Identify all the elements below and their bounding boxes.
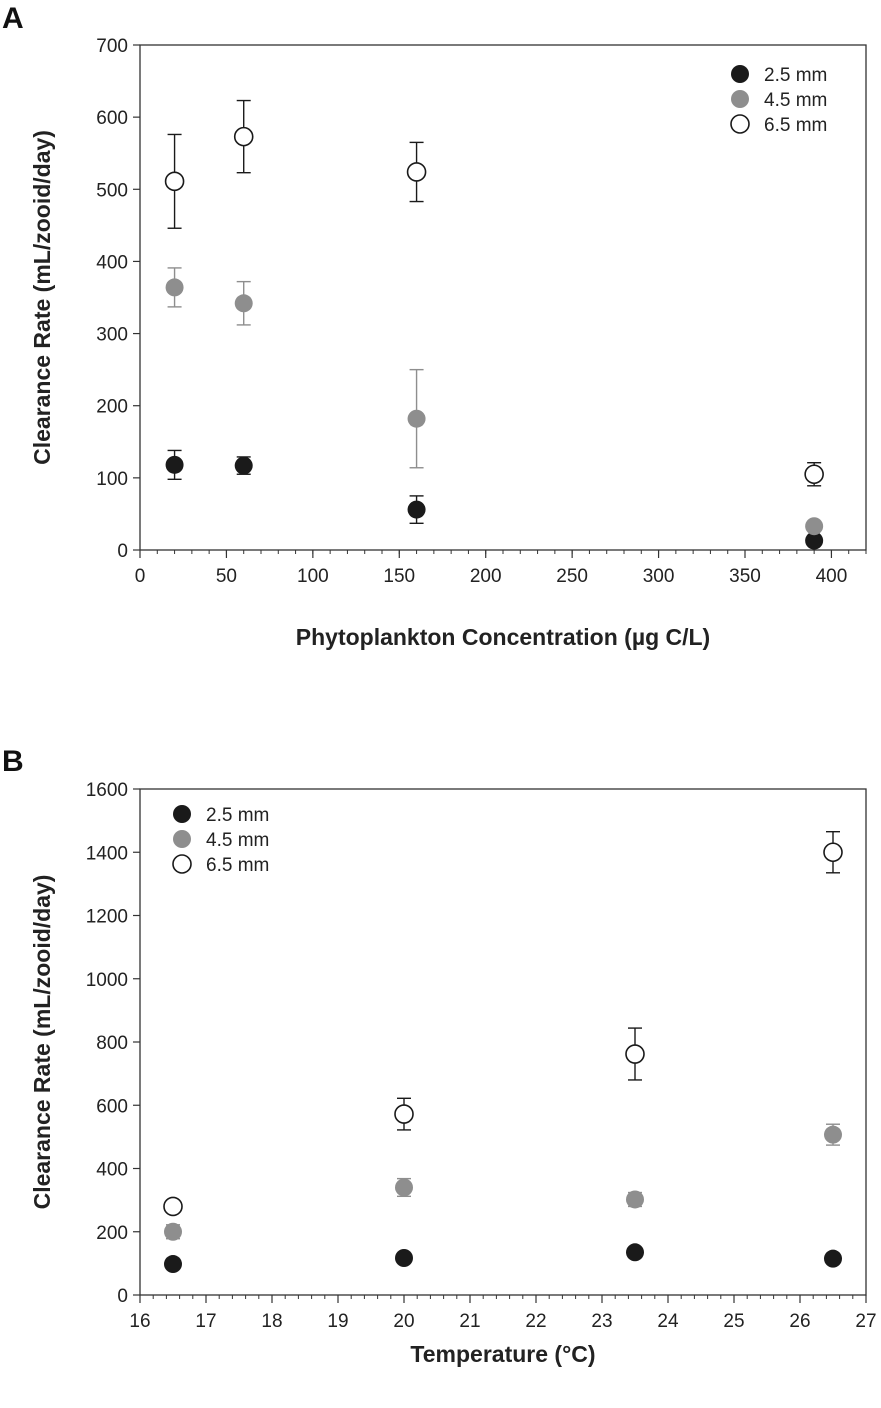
legend-marker [731,65,749,83]
y-tick-label: 400 [96,252,128,273]
x-tick-label: 27 [855,1311,876,1332]
x-tick-label: 200 [470,566,502,587]
x-tick-label: 150 [383,566,415,587]
y-tick-label: 0 [117,541,128,562]
data-point [407,409,426,428]
chart-a-svg: A 0 50 100 150 200 250 300 350 400 0 100 200 300 400 50… [2,2,867,650]
data-point [165,455,184,474]
data-point [395,1248,413,1267]
chart-panel-a: A 0 50 100 150 200 250 300 350 400 0 100 200 300 400 50… [0,0,881,680]
data-point [824,1249,842,1268]
data-point [164,171,185,192]
x-tick-label: 16 [129,1311,150,1332]
x-tick-label: 100 [297,566,329,587]
legend-label: 2.5 mm [206,805,269,826]
data-point [163,1196,183,1217]
legend-label: 4.5 mm [206,830,269,851]
y-tick-label: 800 [96,1033,128,1054]
y-tick-label: 200 [96,397,128,418]
y-tick-label: 300 [96,325,128,346]
x-tick-label: 20 [393,1311,414,1332]
legend-marker [731,90,749,108]
data-point [805,517,824,536]
data-point [395,1178,413,1197]
x-tick-label: 0 [135,566,146,587]
x-tick-label: 19 [327,1311,348,1332]
data-point [394,1104,414,1124]
data-point [165,278,184,297]
legend-label: 6.5 mm [764,115,827,136]
data-point [406,162,427,182]
x-tick-label: 50 [216,566,237,587]
data-point [805,531,824,550]
x-tick-label: 26 [789,1311,810,1332]
legend-marker [173,830,191,848]
data-point [626,1190,644,1209]
y-tick-label: 1000 [86,970,128,991]
x-tick-label: 300 [643,566,675,587]
x-tick-label: 400 [816,566,848,587]
y-tick-label: 600 [96,1096,128,1117]
panel-letter: A [2,2,24,35]
legend-marker [173,805,191,823]
x-axis-title: Temperature (°C) [410,1341,595,1367]
data-point [407,500,426,519]
x-tick-label: 24 [657,1311,679,1332]
y-tick-label: 600 [96,108,128,129]
data-point [626,1243,644,1262]
legend-label: 2.5 mm [764,65,827,86]
x-tick-label: 23 [591,1311,612,1332]
legend-label: 6.5 mm [206,855,269,876]
data-point [234,456,253,475]
legend-marker [172,854,192,874]
data-point [625,1044,645,1064]
x-tick-label: 17 [195,1311,216,1332]
x-tick-label: 21 [459,1311,480,1332]
y-tick-label: 0 [117,1286,128,1307]
x-tick-label: 18 [261,1311,282,1332]
x-axis-title: Phytoplankton Concentration (µg C/L) [296,624,710,650]
legend-label: 4.5 mm [764,90,827,111]
panel-letter: B [2,745,24,778]
y-tick-label: 400 [96,1160,128,1181]
y-axis-title: Clearance Rate (mL/zooid/day) [29,130,55,465]
y-axis-title: Clearance Rate (mL/zooid/day) [29,875,55,1210]
data-point [823,842,843,863]
legend-marker [730,114,750,134]
x-tick-label: 25 [723,1311,744,1332]
data-point [164,1255,182,1274]
y-tick-label: 1400 [86,843,128,864]
x-tick-label: 350 [729,566,761,587]
data-point [164,1222,182,1241]
y-tick-label: 1200 [86,907,128,928]
data-point [804,464,824,485]
y-tick-label: 200 [96,1223,128,1244]
y-tick-label: 700 [96,36,128,57]
x-tick-label: 250 [556,566,588,587]
x-tick-label: 22 [525,1311,546,1332]
data-point [233,126,254,147]
data-point [824,1125,842,1144]
y-tick-label: 100 [96,469,128,490]
chart-panel-b: B 16 17 18 19 20 21 22 23 24 25 26 27 0 200 400 600 800 10… [0,735,881,1408]
y-tick-label: 500 [96,180,128,201]
y-tick-label: 1600 [86,780,128,801]
chart-b-svg: B 16 17 18 19 20 21 22 23 24 25 26 27 0 200 400 600 800 10… [2,745,877,1367]
data-point [234,294,253,313]
